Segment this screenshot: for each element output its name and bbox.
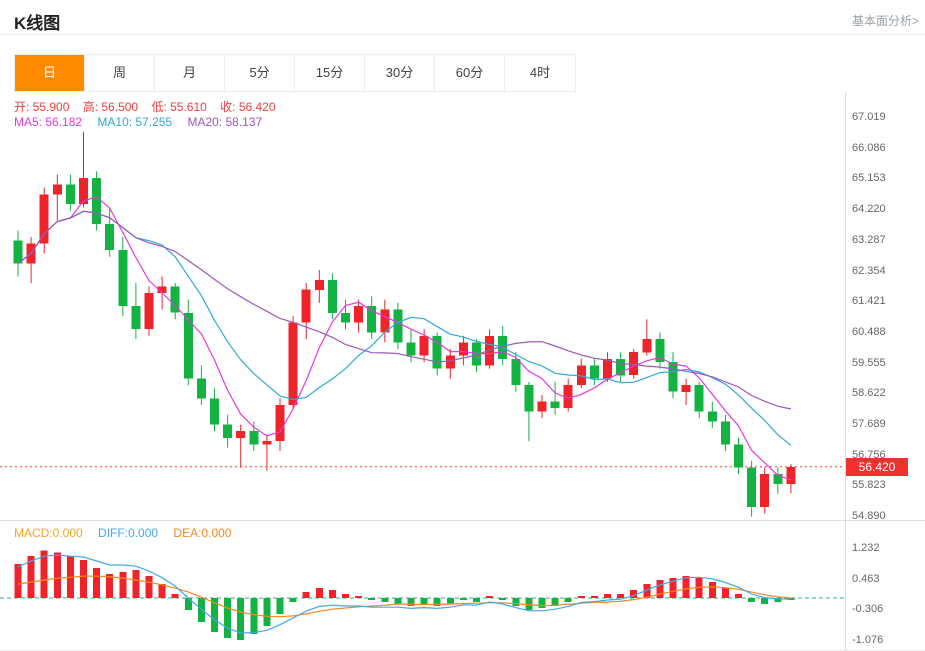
main-axis-label: 64.220 <box>852 203 886 216</box>
main-axis-label: 62.354 <box>852 264 886 277</box>
ma10-value: MA10: 57.255 <box>97 115 173 129</box>
macd-y-axis: 1.232 0.463 -0.306 -1.076 <box>845 521 924 650</box>
macd-axis-label: 1.232 <box>852 542 880 554</box>
tab-interval-5[interactable]: 15分 <box>295 55 365 91</box>
main-axis-label: 55.823 <box>852 479 886 492</box>
tab-interval-7[interactable]: 60分 <box>435 55 505 91</box>
ma20-value: MA20: 58.137 <box>187 115 263 129</box>
main-axis-label: 56.756 <box>852 448 886 461</box>
interval-tab-bar: 日周月 5分 15分 30分 60分 4时 <box>14 54 576 92</box>
candlestick-svg <box>0 131 845 517</box>
main-axis-label: 67.019 <box>852 111 886 123</box>
open-value: 开: 55.900 <box>14 100 70 114</box>
close-value: 收: 56.420 <box>220 100 276 114</box>
fundamental-analysis-link[interactable]: 基本面分析> <box>851 14 919 28</box>
tab-interval-6[interactable]: 30分 <box>365 55 435 91</box>
tab-interval-4[interactable]: 5分 <box>225 55 295 91</box>
macd-chart[interactable] <box>0 521 845 650</box>
page-title: K线图 <box>14 14 61 33</box>
macd-axis-label: 0.463 <box>852 572 880 585</box>
ma-legend: MA5: 56.182 MA10: 57.255 MA20: 58.137 <box>14 115 274 129</box>
tab-interval-2[interactable]: 周 <box>85 55 155 91</box>
tab-interval-3[interactable]: 月 <box>155 55 225 91</box>
candlestick-chart[interactable] <box>0 92 845 520</box>
high-value: 高: 56.500 <box>82 100 139 114</box>
macd-svg <box>0 550 845 640</box>
main-axis-label: 66.086 <box>852 141 886 154</box>
macd-axis-label: -0.306 <box>852 603 884 616</box>
ohlc-legend: 开: 55.900 高: 56.500 低: 55.610 收: 56.420 <box>14 98 286 115</box>
main-y-axis: 67.019 66.086 65.153 64.220 63.287 62.354 61.4… <box>845 92 924 523</box>
macd-legend: MACD:0.000 DIFF:0.000 DEA:0.000 <box>14 526 243 540</box>
main-axis-label: 54.890 <box>852 510 886 523</box>
dea-value: DEA:0.000 <box>173 526 232 540</box>
macd-value: MACD:0.000 <box>14 526 83 540</box>
panel-divider <box>0 520 925 521</box>
diff-value: DIFF:0.000 <box>98 526 159 540</box>
main-axis-label: 60.488 <box>852 325 886 338</box>
header: K线图 基本面分析> <box>0 0 925 35</box>
low-value: 低: 55.610 <box>151 100 207 114</box>
last-price-tag: 56.420 <box>846 458 908 476</box>
ma5-value: MA5: 56.182 <box>14 115 83 129</box>
main-axis-label: 58.622 <box>852 387 886 400</box>
main-axis-label: 61.421 <box>852 295 886 308</box>
tab-interval-8[interactable]: 4时 <box>505 55 575 91</box>
main-axis-label: 59.555 <box>852 356 886 369</box>
macd-axis-label: -1.076 <box>852 633 884 646</box>
main-axis-label: 63.287 <box>852 233 886 246</box>
tab-interval-1[interactable]: 日 <box>15 55 85 91</box>
main-axis-label: 57.689 <box>852 418 886 430</box>
main-axis-label: 65.153 <box>852 172 886 185</box>
